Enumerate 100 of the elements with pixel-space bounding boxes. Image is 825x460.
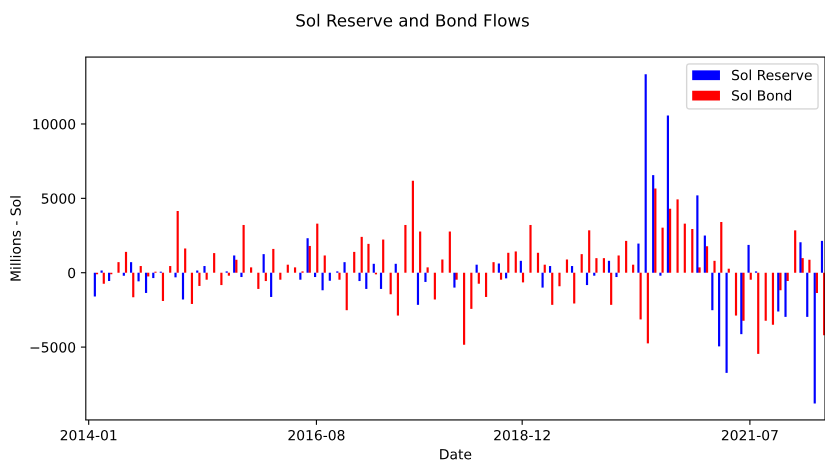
- bar: [618, 255, 620, 273]
- bar: [816, 272, 818, 293]
- bar: [757, 272, 760, 354]
- y-tick-label: −5000: [30, 342, 76, 353]
- bar: [492, 262, 495, 273]
- bar: [794, 230, 796, 273]
- bar: [372, 264, 375, 273]
- bar: [203, 266, 206, 273]
- bar: [122, 272, 125, 276]
- bar: [662, 228, 664, 273]
- bar: [728, 268, 730, 273]
- bar: [580, 254, 583, 273]
- bar: [190, 272, 194, 304]
- bar: [706, 246, 708, 273]
- bar: [314, 272, 316, 278]
- bar: [272, 248, 274, 273]
- bar: [328, 272, 331, 281]
- bar: [820, 240, 824, 273]
- bar: [514, 251, 517, 273]
- bar: [152, 272, 154, 278]
- bar: [747, 244, 750, 273]
- bar: [640, 272, 642, 320]
- bar: [734, 272, 738, 316]
- bar: [484, 272, 488, 297]
- bar: [522, 272, 524, 282]
- bar: [646, 272, 649, 344]
- bar: [228, 272, 230, 276]
- bar: [536, 252, 540, 273]
- bar: [666, 115, 669, 273]
- bar: [602, 258, 606, 273]
- bar: [416, 272, 420, 305]
- bar: [162, 272, 164, 301]
- bar: [299, 272, 302, 280]
- bar: [691, 228, 694, 273]
- bar: [358, 272, 361, 282]
- bar: [184, 248, 186, 273]
- bar: [720, 222, 722, 273]
- bar: [777, 272, 780, 312]
- bar: [169, 266, 172, 273]
- bar: [412, 180, 414, 273]
- y-tick-label: 10000: [33, 118, 76, 130]
- bar: [240, 272, 243, 278]
- bar: [346, 272, 348, 310]
- bar: [718, 272, 720, 346]
- bar: [615, 272, 618, 278]
- bar: [182, 272, 184, 300]
- bar: [659, 272, 662, 276]
- bar: [132, 272, 134, 298]
- bar: [130, 262, 132, 273]
- bar: [306, 238, 309, 273]
- bar: [676, 199, 679, 273]
- x-tick-label: 2014-01: [60, 430, 116, 440]
- bar: [343, 262, 346, 273]
- bar: [772, 272, 774, 325]
- bar: [529, 224, 532, 273]
- bar: [102, 272, 105, 284]
- x-tick-label: 2016-08: [288, 430, 344, 440]
- bar: [784, 272, 787, 317]
- bar: [382, 240, 384, 273]
- bar: [434, 272, 436, 300]
- bar: [220, 272, 222, 286]
- bar: [198, 272, 201, 286]
- bar: [806, 272, 808, 317]
- bar: [505, 272, 508, 278]
- bar: [196, 270, 198, 273]
- bar: [463, 272, 466, 345]
- bar: [570, 266, 574, 273]
- y-tick-label: 5000: [42, 193, 76, 204]
- bar: [610, 272, 612, 305]
- bar: [448, 232, 451, 273]
- bar: [286, 264, 289, 273]
- legend-label: Sol Reserve: [732, 70, 812, 80]
- bar: [144, 272, 148, 293]
- bar: [548, 266, 552, 273]
- bar: [779, 272, 782, 290]
- bar: [213, 253, 216, 273]
- bar: [593, 272, 596, 276]
- bar: [174, 272, 177, 278]
- bar: [588, 230, 590, 273]
- bar: [394, 264, 397, 273]
- bar: [566, 259, 568, 273]
- bar: [147, 272, 150, 276]
- bar: [704, 236, 706, 273]
- bar: [799, 242, 802, 273]
- bar: [360, 236, 363, 273]
- bar: [541, 272, 544, 288]
- bar: [586, 272, 588, 286]
- bar: [684, 224, 686, 273]
- bar: [137, 272, 140, 282]
- bar: [456, 272, 458, 280]
- y-axis-title: Millions - Sol: [10, 196, 21, 281]
- bar: [353, 252, 356, 273]
- bar: [711, 272, 714, 310]
- bar: [654, 188, 656, 273]
- bar: [476, 264, 478, 273]
- bar: [551, 272, 554, 305]
- bar: [470, 272, 472, 309]
- bar: [316, 224, 318, 273]
- x-axis-title: Date: [440, 449, 472, 460]
- bar: [308, 246, 311, 273]
